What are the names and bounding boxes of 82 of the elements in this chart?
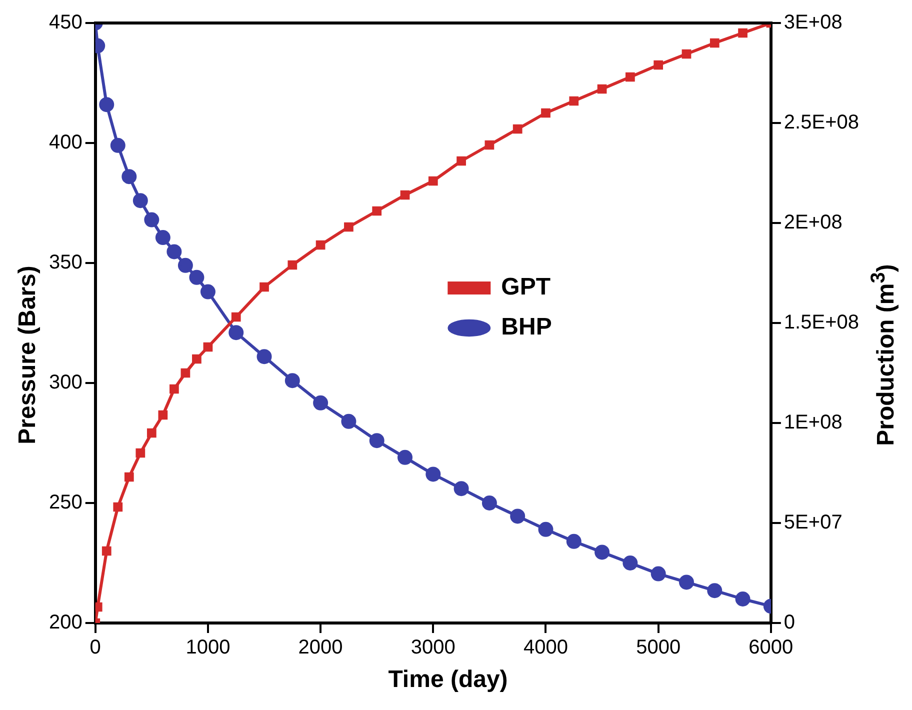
point [122, 169, 137, 184]
point [541, 108, 550, 118]
point [102, 546, 112, 556]
point [313, 395, 328, 410]
legend-label: GPT [501, 274, 551, 301]
point [626, 72, 635, 82]
point [132, 193, 148, 208]
point [400, 190, 410, 200]
point [144, 212, 160, 228]
point [99, 97, 114, 112]
y-tick-label: 200 [48, 612, 82, 634]
point [110, 138, 126, 153]
x-axis-title: Time (day) [388, 666, 508, 694]
point [113, 502, 123, 512]
point [192, 354, 202, 364]
y-tick-label: 300 [48, 372, 82, 394]
x-tick-label: 1000 [186, 636, 230, 659]
point [622, 556, 638, 570]
point [200, 284, 216, 300]
point [228, 325, 244, 340]
point [482, 496, 497, 510]
y2-tick-label: 5E+07 [784, 512, 842, 534]
y-tick-label: 350 [48, 252, 82, 274]
point [484, 140, 494, 150]
point [569, 96, 579, 106]
x-tick-label: 4000 [523, 636, 568, 659]
y2-tick-label: 0 [784, 612, 796, 634]
point [203, 342, 213, 352]
y2-tick-label: 2E+08 [784, 212, 842, 234]
point [566, 534, 582, 549]
point [178, 258, 193, 273]
point [124, 472, 134, 482]
point [166, 244, 182, 260]
point [316, 240, 326, 250]
point [372, 206, 382, 216]
point [170, 384, 179, 394]
point [189, 270, 204, 285]
point [710, 38, 720, 48]
point [454, 481, 469, 496]
point [256, 349, 272, 364]
point [158, 410, 168, 420]
point [284, 373, 300, 388]
y2-tick-label: 1.5E+08 [784, 312, 860, 334]
point [155, 230, 170, 246]
point [650, 566, 666, 582]
point [146, 428, 156, 438]
point [735, 592, 750, 606]
point [428, 176, 438, 186]
point [538, 522, 554, 537]
x-tick-label: 2000 [298, 636, 343, 659]
legend-label: BHP [501, 314, 552, 341]
point [426, 466, 441, 482]
point [682, 49, 692, 59]
point [136, 448, 146, 458]
point [738, 28, 748, 38]
x-tick-label: 3000 [410, 636, 456, 659]
y2-tick-label: 3E+08 [784, 12, 842, 34]
point [398, 450, 412, 465]
point [344, 222, 354, 232]
point [597, 84, 607, 94]
point [231, 312, 241, 322]
point [288, 260, 298, 270]
point [341, 414, 356, 429]
x-tick-label: 0 [90, 636, 101, 659]
point [180, 368, 190, 378]
y2-tick-label: 1E+08 [784, 412, 842, 434]
y-axis-title: Pressure (Bars) [14, 266, 42, 444]
x-tick-label: 5000 [636, 636, 681, 659]
point [260, 282, 269, 292]
point [678, 574, 694, 590]
point [654, 60, 664, 70]
y2-tick-label: 2.5E+08 [784, 112, 860, 134]
point [510, 508, 526, 524]
y-tick-label: 250 [48, 492, 82, 514]
y-tick-label: 450 [48, 12, 82, 34]
point [456, 156, 466, 166]
x-tick-label: 6000 [748, 636, 794, 659]
y-tick-label: 400 [48, 132, 82, 154]
point [512, 124, 522, 134]
point [707, 583, 722, 598]
point [369, 433, 384, 448]
point [594, 544, 610, 560]
